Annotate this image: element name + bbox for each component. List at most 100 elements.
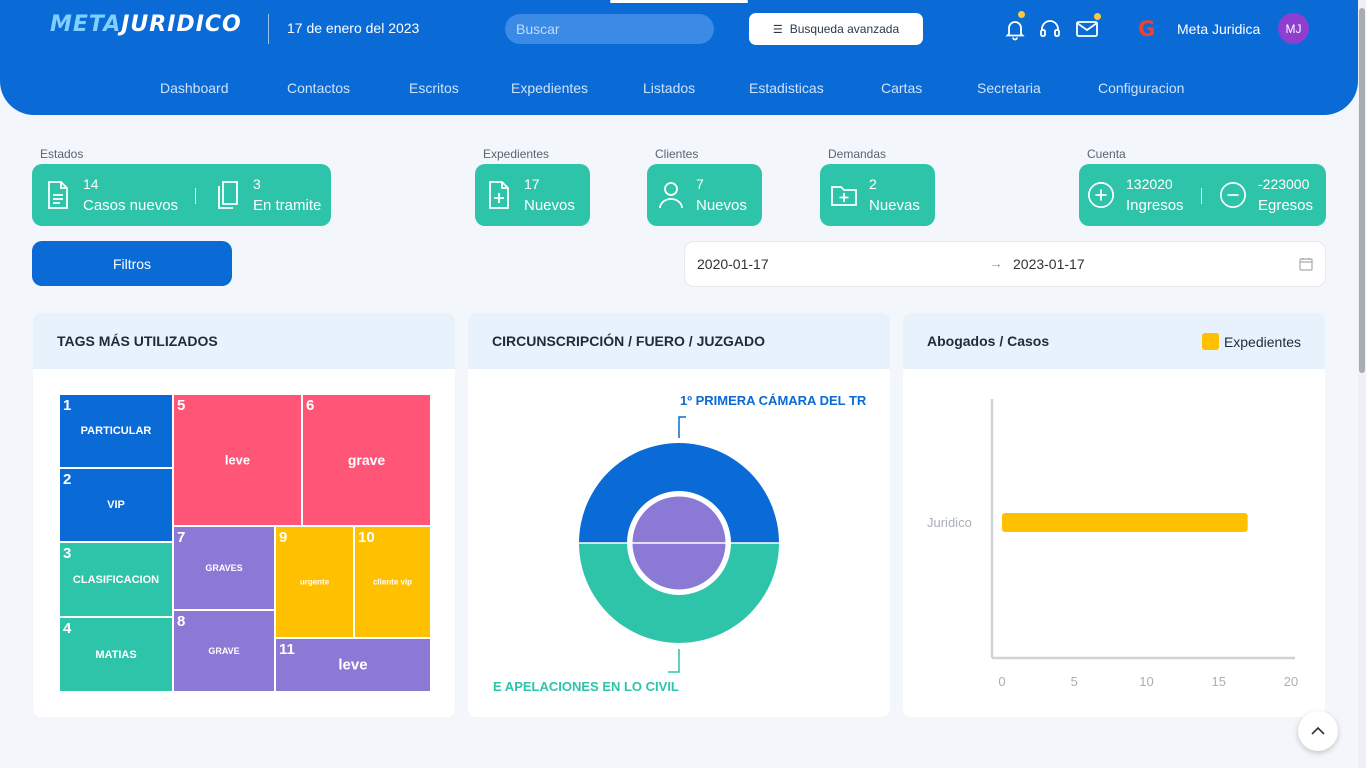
active-tab-indicator [610, 0, 748, 3]
demandas-card[interactable]: 2 Nuevas [820, 164, 935, 226]
treemap-cell-8[interactable]: 8 GRAVE [173, 610, 275, 692]
bar-chart [990, 399, 1295, 660]
cuenta-label: Cuenta [1087, 147, 1126, 161]
x-tick-label: 5 [1070, 674, 1078, 689]
filters-button[interactable]: Filtros [32, 241, 232, 286]
top-header: METAJURIDICO 17 de enero del 2023 ☰ Busq… [0, 0, 1358, 115]
calendar-icon[interactable] [1299, 257, 1313, 271]
nav-estadisticas[interactable]: Estadisticas [749, 80, 824, 96]
estados-card[interactable]: 14 Casos nuevos 3 En tramite [32, 164, 331, 226]
donut-top-segment[interactable] [579, 443, 779, 543]
treemap-cell-number: 3 [63, 545, 72, 562]
treemap-cell-label: MATIAS [95, 648, 137, 661]
treemap-cell-5[interactable]: 5 leve [173, 394, 302, 526]
date-range-picker[interactable]: 2020-01-17 → 2023-01-17 [684, 241, 1326, 287]
treemap-cell-7[interactable]: 7 GRAVES [173, 526, 275, 610]
current-date: 17 de enero del 2023 [287, 20, 420, 36]
treemap-cell-10[interactable]: 10 cliente vip [354, 526, 431, 638]
treemap-cell-number: 10 [358, 529, 375, 546]
circunscripcion-title: CIRCUNSCRIPCIÓN / FUERO / JUZGADO [492, 333, 766, 349]
treemap-cell-label: GRAVES [205, 563, 243, 573]
bar-juridico[interactable] [1002, 513, 1248, 532]
nav-secretaria[interactable]: Secretaria [977, 80, 1041, 96]
abogados-panel: Abogados / Casos Expedientes Juridico 0 5… [903, 313, 1325, 717]
card-divider [195, 188, 196, 204]
demandas-label: Demandas [828, 147, 887, 161]
page-scrollbar[interactable] [1358, 0, 1366, 768]
treemap-cell-number: 7 [177, 529, 186, 546]
scroll-to-top-button[interactable] [1298, 711, 1338, 751]
panel-header: CIRCUNSCRIPCIÓN / FUERO / JUZGADO [468, 313, 890, 369]
bottom-label-leader [668, 649, 680, 673]
chevron-up-icon [1311, 726, 1325, 735]
circunscripcion-panel: CIRCUNSCRIPCIÓN / FUERO / JUZGADO 1º PRI… [468, 313, 890, 717]
mail-dot [1094, 13, 1101, 20]
treemap-cell-number: 4 [63, 620, 72, 637]
advanced-search-label: Busqueda avanzada [789, 22, 900, 36]
treemap-cell-9[interactable]: 9 urgente [275, 526, 354, 638]
advanced-search-button[interactable]: ☰ Busqueda avanzada [749, 13, 923, 45]
donut-chart [579, 416, 779, 673]
casos-nuevos-stat: 14 Casos nuevos [44, 164, 178, 226]
treemap-cell-label: CLASIFICACION [72, 573, 160, 586]
scrollbar-thumb[interactable] [1359, 8, 1365, 373]
panel-header: Abogados / Casos Expedientes [903, 313, 1325, 369]
cuenta-card[interactable]: 132020 Ingresos -223000 Egresos [1079, 164, 1326, 226]
nav-cartas[interactable]: Cartas [881, 80, 923, 96]
treemap-cell-label: GRAVE [208, 646, 240, 656]
plus-circle-icon [1088, 182, 1114, 208]
expedientes-card[interactable]: 17 Nuevos [475, 164, 590, 226]
top-label-leader [678, 416, 686, 438]
user-name[interactable]: Meta Juridica [1177, 21, 1261, 37]
treemap-cell-number: 11 [279, 641, 295, 658]
arrow-right-icon: → [989, 255, 1003, 271]
x-tick-label: 10 [1139, 674, 1154, 689]
treemap-cell-4[interactable]: 4 MATIAS [59, 617, 173, 692]
search-input[interactable] [505, 14, 714, 44]
start-date[interactable]: 2020-01-17 [697, 256, 769, 272]
nav-contactos[interactable]: Contactos [287, 80, 351, 96]
treemap-cell-label: cliente vip [372, 577, 413, 587]
nav-escritos[interactable]: Escritos [409, 80, 459, 96]
file-plus-icon [489, 181, 509, 209]
expedientes-stat: 17 Nuevos [485, 164, 575, 226]
header-divider [268, 14, 269, 44]
donut-bottom-label: E APELACIONES EN LO CIVIL [493, 679, 679, 694]
expedientes-label: Expedientes [483, 147, 550, 161]
treemap-cell-2[interactable]: 2 VIP [59, 468, 173, 542]
bell-icon[interactable] [1003, 11, 1027, 41]
clientes-card[interactable]: 7 Nuevos [647, 164, 762, 226]
nav-expedientes[interactable]: Expedientes [511, 80, 589, 96]
nav-dashboard[interactable]: Dashboard [160, 80, 229, 96]
mail-icon[interactable] [1075, 13, 1101, 41]
y-tick-juridico: Juridico [927, 515, 972, 530]
nav-listados[interactable]: Listados [643, 80, 696, 96]
treemap-cell-11[interactable]: 11 leve [275, 638, 431, 692]
app-logo[interactable]: METAJURIDICO [50, 12, 242, 37]
chart-legend[interactable]: Expedientes [1201, 333, 1301, 350]
treemap-cell-6[interactable]: 6 grave [302, 394, 431, 526]
nav-configuracion[interactable]: Configuracion [1098, 80, 1185, 96]
x-tick-label: 0 [998, 674, 1006, 689]
notification-dot [1018, 11, 1025, 18]
google-icon[interactable]: G [1138, 17, 1156, 41]
legend-expedientes: Expedientes [1223, 333, 1301, 350]
clientes-label: Clientes [655, 147, 699, 161]
end-date[interactable]: 2023-01-17 [1013, 256, 1085, 272]
clientes-stat: 7 Nuevos [657, 164, 747, 226]
treemap-cell-label: grave [347, 452, 386, 468]
document-icon [48, 181, 68, 209]
treemap-cell-number: 8 [177, 613, 186, 630]
donut-bottom-segment[interactable] [579, 543, 779, 643]
treemap-cell-3[interactable]: 3 CLASIFICACION [59, 542, 173, 617]
egresos-stat: -223000 Egresos [1219, 164, 1313, 226]
treemap-cell-label: PARTICULAR [80, 425, 152, 437]
demandas-stat: 2 Nuevas [830, 164, 920, 226]
headset-icon[interactable] [1038, 17, 1062, 41]
x-tick-label: 15 [1211, 674, 1226, 689]
tags-title: TAGS MÁS UTILIZADOS [57, 333, 218, 349]
legend-swatch [1201, 333, 1219, 350]
treemap-cell-1[interactable]: 1 PARTICULAR [59, 394, 173, 468]
avatar[interactable]: MJ [1278, 13, 1309, 44]
abogados-title: Abogados / Casos [927, 333, 1050, 349]
